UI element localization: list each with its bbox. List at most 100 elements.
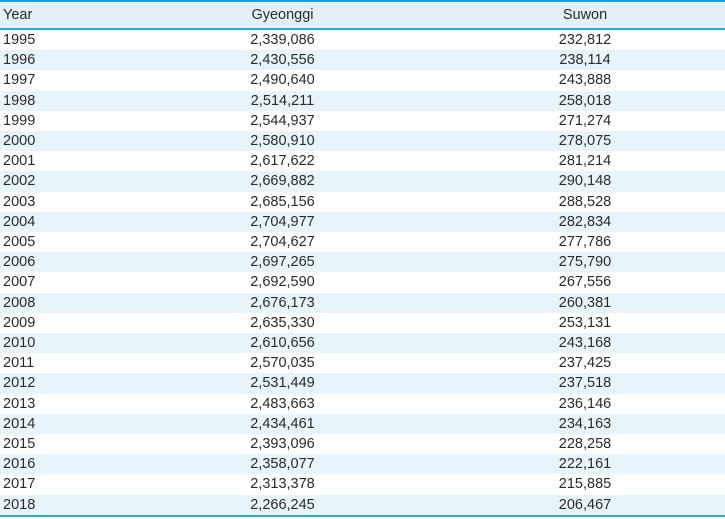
- year-cell: 2000: [3, 133, 36, 150]
- suwon-cell: 243,888: [558, 72, 612, 89]
- table-row: 2009 2,635,330 253,131: [0, 312, 725, 334]
- year-cell: 2011: [3, 355, 35, 372]
- year-cell: 2018: [3, 496, 36, 513]
- year-cell: 2013: [3, 395, 36, 412]
- year-cell: 2014: [3, 415, 36, 432]
- suwon-cell: 215,885: [558, 476, 612, 493]
- gyeonggi-cell: 2,430,556: [250, 52, 315, 69]
- table-row: 2010 2,610,656 243,168: [0, 333, 725, 354]
- suwon-cell: 237,425: [558, 355, 612, 372]
- year-cell: 2005: [3, 234, 36, 251]
- table-row: 2013 2,483,663 236,146: [0, 393, 725, 414]
- column-header-year: Year: [0, 1, 120, 30]
- table-row: 2014 2,434,461 234,163: [0, 413, 725, 435]
- table-row: 1997 2,490,640 243,888: [0, 70, 725, 91]
- gyeonggi-cell: 2,313,378: [250, 476, 315, 493]
- gyeonggi-cell: 2,685,156: [250, 193, 315, 210]
- suwon-cell: 236,146: [558, 395, 612, 412]
- table-row: 2008 2,676,173 260,381: [0, 292, 725, 313]
- year-cell: 1999: [3, 112, 36, 129]
- suwon-cell: 282,834: [558, 213, 612, 230]
- suwon-cell: 267,556: [558, 274, 612, 291]
- header-row: Year Gyeonggi Suwon: [0, 1, 725, 30]
- suwon-cell: 278,075: [558, 133, 612, 150]
- suwon-cell: 228,258: [558, 436, 612, 453]
- table-row: 1998 2,514,211 258,018: [0, 90, 725, 111]
- year-cell: 2001: [3, 153, 36, 170]
- gyeonggi-cell: 2,635,330: [250, 314, 315, 331]
- gyeonggi-cell: 2,610,656: [250, 335, 315, 352]
- year-cell: 1997: [3, 72, 36, 89]
- year-cell: 2010: [3, 335, 36, 352]
- gyeonggi-cell: 2,676,173: [250, 294, 315, 311]
- table-row: 2017 2,313,378 215,885: [0, 474, 725, 495]
- column-header-gyeonggi: Gyeonggi: [120, 1, 445, 30]
- year-cell: 2006: [3, 254, 36, 271]
- year-cell: 1995: [3, 32, 36, 48]
- gyeonggi-cell: 2,434,461: [250, 415, 315, 432]
- table-row: 2011 2,570,035 237,425: [0, 353, 725, 374]
- suwon-cell: 260,381: [558, 294, 612, 311]
- suwon-cell: 234,163: [558, 415, 612, 432]
- table-header: Year Gyeonggi Suwon: [0, 1, 725, 30]
- gyeonggi-cell: 2,704,627: [250, 234, 315, 251]
- gyeonggi-cell: 2,570,035: [250, 355, 315, 372]
- suwon-cell: 222,161: [558, 456, 612, 473]
- table-row: 2004 2,704,977 282,834: [0, 211, 725, 233]
- gyeonggi-cell: 2,483,663: [250, 395, 315, 412]
- gyeonggi-cell: 2,358,077: [250, 456, 315, 473]
- gyeonggi-cell: 2,544,937: [250, 112, 315, 129]
- gyeonggi-cell: 2,531,449: [250, 375, 315, 392]
- gyeonggi-cell: 2,580,910: [250, 133, 315, 150]
- suwon-cell: 275,790: [558, 254, 612, 271]
- table-row: 2005 2,704,627 277,786: [0, 232, 725, 253]
- year-cell: 2009: [3, 314, 36, 331]
- year-cell: 2017: [3, 476, 36, 493]
- table-row: 2007 2,692,590 267,556: [0, 272, 725, 293]
- year-cell: 2015: [3, 436, 36, 453]
- table-row: 1996 2,430,556 238,114: [0, 50, 725, 71]
- year-cell: 2003: [3, 193, 36, 210]
- table-row: 2018 2,266,245 206,467: [0, 494, 725, 516]
- table-body: 1995 2,339,086 232,812 1996 2,430,556 23…: [0, 29, 725, 516]
- year-cell: 2002: [3, 173, 36, 190]
- year-cell: 2012: [3, 375, 36, 392]
- suwon-cell: 206,467: [558, 496, 612, 513]
- gyeonggi-cell: 2,514,211: [250, 92, 315, 109]
- gyeonggi-cell: 2,692,590: [250, 274, 315, 291]
- gyeonggi-cell: 2,393,096: [250, 436, 315, 453]
- gyeonggi-cell: 2,669,882: [250, 173, 315, 190]
- suwon-cell: 258,018: [558, 92, 612, 109]
- table-row: 2000 2,580,910 278,075: [0, 131, 725, 152]
- gyeonggi-cell: 2,697,265: [250, 254, 315, 271]
- table-row: 2016 2,358,077 222,161: [0, 454, 725, 475]
- suwon-cell: 281,214: [558, 153, 612, 170]
- column-header-suwon: Suwon: [445, 1, 725, 30]
- suwon-cell: 288,528: [558, 193, 612, 210]
- table-row: 2015 2,393,096 228,258: [0, 434, 725, 455]
- suwon-cell: 290,148: [558, 173, 612, 190]
- suwon-cell: 271,274: [558, 112, 612, 129]
- gyeonggi-cell: 2,490,640: [250, 72, 315, 89]
- table-row: 2002 2,669,882 290,148: [0, 171, 725, 192]
- year-cell: 2004: [3, 213, 36, 230]
- table-row: 1999 2,544,937 271,274: [0, 110, 725, 132]
- table-row: 2012 2,531,449 237,518: [0, 373, 725, 394]
- suwon-cell: 253,131: [558, 314, 612, 331]
- gyeonggi-cell: 2,339,086: [250, 32, 315, 48]
- table-row: 2003 2,685,156 288,528: [0, 191, 725, 212]
- table-row: 1995 2,339,086 232,812: [0, 29, 725, 51]
- year-cell: 2016: [3, 456, 36, 473]
- gyeonggi-cell: 2,266,245: [250, 496, 315, 513]
- suwon-cell: 232,812: [558, 32, 612, 48]
- gyeonggi-cell: 2,704,977: [250, 213, 315, 230]
- year-cell: 2007: [3, 274, 36, 291]
- year-cell: 1998: [3, 92, 36, 109]
- year-cell: 2008: [3, 294, 36, 311]
- gyeonggi-cell: 2,617,622: [250, 153, 315, 170]
- suwon-cell: 243,168: [558, 335, 612, 352]
- suwon-cell: 238,114: [559, 52, 611, 69]
- year-cell: 1996: [3, 52, 36, 69]
